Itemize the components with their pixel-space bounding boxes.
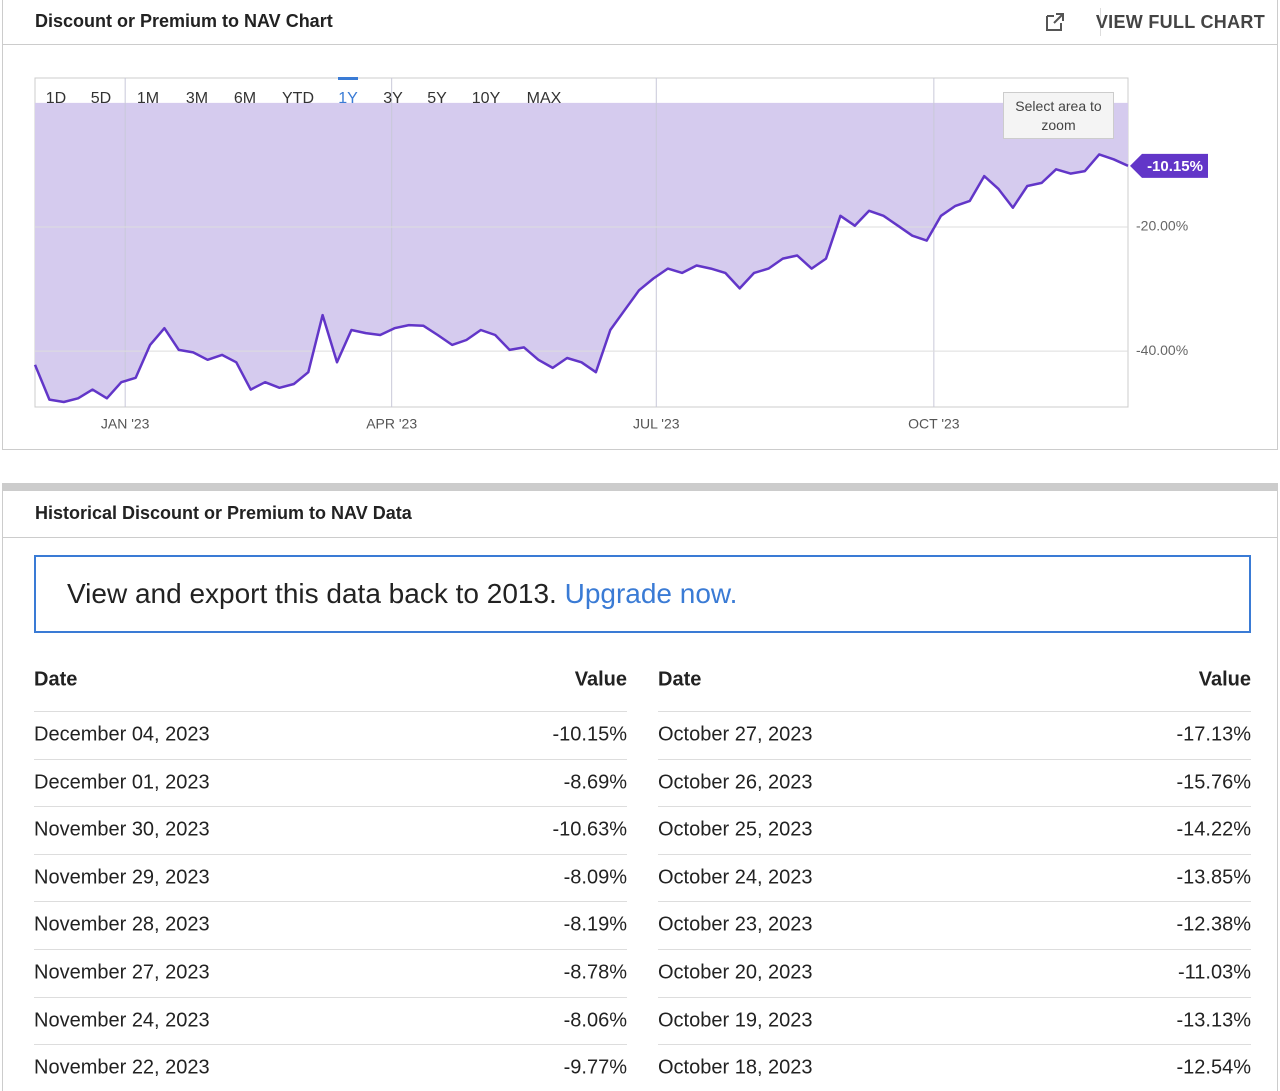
chart-header: Discount or Premium to NAV Chart VIEW FU… <box>3 0 1277 45</box>
chart: JAN '23 APR '23 JUL '23 OCT '23 -20.00% -40.0… <box>33 77 1208 432</box>
date-cell: October 18, 2023 <box>658 1056 813 1079</box>
date-cell: November 27, 2023 <box>34 961 210 984</box>
date-cell: October 27, 2023 <box>658 723 813 746</box>
column-header: Value <box>574 668 627 691</box>
upgrade-link[interactable]: Upgrade now. <box>564 578 738 609</box>
range-button[interactable]: 1M <box>136 90 160 107</box>
flag-shape <box>1130 153 1208 178</box>
row-line <box>34 711 627 712</box>
value-cell: -9.77% <box>563 1056 627 1079</box>
range-button[interactable]: 3Y <box>383 90 403 107</box>
separator <box>1100 8 1101 36</box>
row-line <box>658 758 1251 760</box>
row-line <box>34 996 627 998</box>
data-title: Historical Discount or Premium to NAV Da… <box>35 503 412 523</box>
zoom-hint: Select area to zoom <box>1003 92 1114 139</box>
value-cell: -8.69% <box>563 771 627 794</box>
value-cell: -8.19% <box>563 913 627 936</box>
x-tick-label: JUL '23 <box>633 416 680 432</box>
value-cell: -8.06% <box>563 1009 627 1032</box>
chart-card: Discount or Premium to NAV Chart VIEW FU… <box>2 0 1278 450</box>
area-fill <box>35 102 1128 402</box>
date-cell: December 01, 2023 <box>34 771 210 794</box>
range-button[interactable]: 5Y <box>427 90 447 107</box>
date-cell: October 19, 2023 <box>658 1009 813 1032</box>
value-cell: -12.54% <box>1176 1056 1252 1079</box>
date-cell: October 24, 2023 <box>658 866 813 889</box>
active-indicator <box>338 77 358 80</box>
range-button[interactable]: 1Y <box>338 90 358 107</box>
row-line <box>34 901 627 903</box>
x-tick-label: APR '23 <box>366 416 417 432</box>
row-line <box>34 853 627 855</box>
open-icon[interactable] <box>1043 10 1067 34</box>
date-cell: October 20, 2023 <box>658 961 813 984</box>
value-label: -10.15% <box>1147 158 1203 175</box>
data-card: Historical Discount or Premium to NAV Da… <box>2 491 1278 1091</box>
y-tick-label: -40.00% <box>1136 342 1188 358</box>
column-header: Date <box>658 668 702 691</box>
row-line <box>34 948 627 950</box>
date-cell: November 22, 2023 <box>34 1056 210 1079</box>
row-line <box>658 711 1251 712</box>
value-flag: -10.15% <box>1130 153 1208 178</box>
row-line <box>34 758 627 760</box>
value-cell: -14.22% <box>1176 818 1252 841</box>
row-line <box>658 901 1251 903</box>
date-cell: November 28, 2023 <box>34 913 210 936</box>
upgrade-banner: View and export this data back to 2013. … <box>34 555 1251 633</box>
date-cell: October 26, 2023 <box>658 771 813 794</box>
range-button[interactable]: MAX <box>526 90 562 107</box>
value-cell: -11.03% <box>1177 961 1251 984</box>
value-cell: -17.13% <box>1176 723 1252 746</box>
banner-text: View and export this data back to 2013. <box>67 578 557 609</box>
chart-card-title: Discount or Premium to NAV Chart <box>35 11 333 31</box>
y-tick-label: -20.00% <box>1136 218 1188 234</box>
value-cell: -8.09% <box>563 866 627 889</box>
line <box>33 153 1129 404</box>
data-header: Historical Discount or Premium to NAV Da… <box>3 491 1277 538</box>
row-line <box>658 806 1251 808</box>
value-cell: -10.15% <box>552 723 628 746</box>
value-cell: -12.38% <box>1176 913 1252 936</box>
column-header: Date <box>34 668 78 691</box>
range-button[interactable]: 6M <box>233 90 257 107</box>
value-cell: -13.13% <box>1176 1009 1252 1032</box>
date-cell: December 04, 2023 <box>34 723 210 746</box>
row-line <box>34 806 627 808</box>
x-tick-label: JAN '23 <box>101 416 150 432</box>
row-line <box>658 1044 1251 1046</box>
range-button[interactable]: 1D <box>45 90 67 107</box>
value-cell: -10.63% <box>552 818 628 841</box>
x-tick-label: OCT '23 <box>908 416 960 432</box>
date-cell: November 30, 2023 <box>34 818 210 841</box>
date-cell: November 24, 2023 <box>34 1009 210 1032</box>
date-cell: October 25, 2023 <box>658 818 813 841</box>
row-line <box>658 948 1251 950</box>
range-button[interactable]: 5D <box>90 90 112 107</box>
range-button[interactable]: 10Y <box>471 90 501 107</box>
row-line <box>658 853 1251 855</box>
range-button[interactable]: 3M <box>185 90 209 107</box>
date-cell: October 23, 2023 <box>658 913 813 936</box>
range-button[interactable]: YTD <box>282 90 314 107</box>
date-cell: November 29, 2023 <box>34 866 210 889</box>
divider <box>2 483 1278 491</box>
value-cell: -8.78% <box>563 961 627 984</box>
view-full-chart[interactable]: VIEW FULL CHART <box>1095 12 1265 32</box>
value-cell: -13.85% <box>1176 866 1252 889</box>
column-header: Value <box>1198 668 1251 691</box>
row-line <box>658 996 1251 998</box>
value-cell: -15.76% <box>1176 771 1252 794</box>
row-line <box>34 1044 627 1046</box>
